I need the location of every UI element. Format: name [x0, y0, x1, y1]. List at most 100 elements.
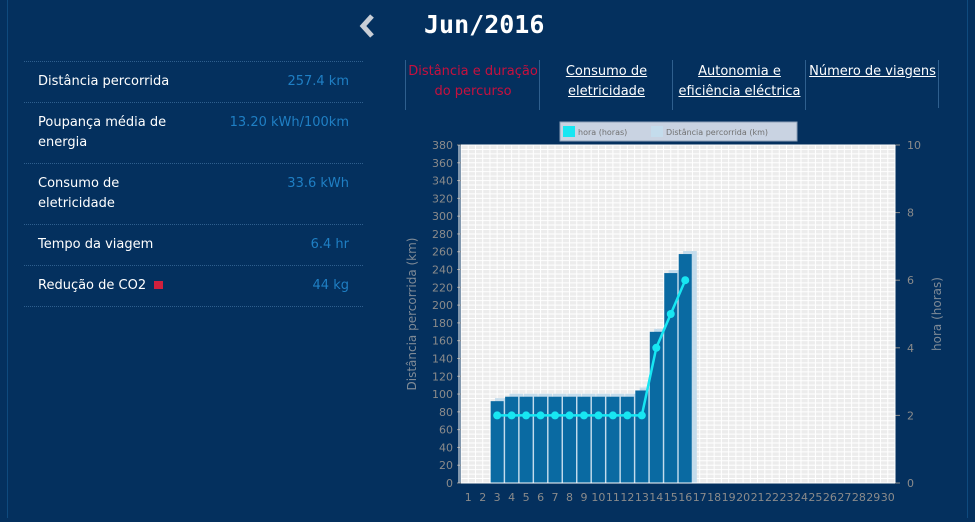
y-tick-label: 40 — [439, 441, 453, 454]
y2-tick-label: 10 — [907, 139, 921, 152]
stat-row: Distância percorrida 257.4 km — [24, 61, 363, 102]
frame-border-left — [7, 0, 8, 518]
y-tick-label: 0 — [446, 477, 453, 490]
stat-label: Consumo de eletricidade — [38, 174, 119, 214]
tab-label: Número de viagens — [809, 64, 936, 79]
bar — [562, 396, 577, 483]
y-tick-label: 200 — [432, 299, 453, 312]
previous-month-button[interactable] — [356, 12, 380, 40]
x-tick-label: 6 — [537, 491, 544, 504]
bar — [606, 396, 620, 483]
hours-point — [623, 411, 632, 420]
x-tick-label: 2 — [479, 491, 486, 504]
x-tick-label: 9 — [580, 491, 587, 504]
y-tick-label: 140 — [432, 352, 453, 365]
legend-label: Distância percorrida (km) — [666, 128, 768, 137]
y-tick-label: 340 — [432, 175, 453, 188]
legend — [559, 121, 798, 142]
chart-tabs: Distância e duração do percurso Consumo de… — [405, 60, 939, 110]
hours-point — [608, 411, 617, 420]
tab-1[interactable]: Consumo de eletricidade — [539, 60, 673, 110]
x-tick-label: 17 — [693, 491, 707, 504]
distance-duration-chart: 0204060801001201401601802002202402602803… — [405, 121, 944, 504]
tab-3[interactable]: Número de viagens — [805, 60, 939, 110]
x-tick-label: 20 — [736, 491, 750, 504]
x-tick-label: 14 — [649, 491, 663, 504]
stat-label-line: Poupança média de — [38, 115, 167, 130]
bar — [490, 401, 504, 483]
hours-point — [681, 276, 690, 285]
x-tick-label: 28 — [852, 491, 866, 504]
y2-tick-label: 8 — [907, 207, 914, 220]
x-tick-label: 16 — [678, 491, 692, 504]
bar — [664, 273, 678, 483]
y-tick-label: 160 — [432, 335, 453, 348]
x-tick-label: 23 — [780, 491, 794, 504]
x-tick-label: 7 — [552, 491, 559, 504]
stat-label-line: Tempo da viagem — [38, 237, 154, 252]
tab-2[interactable]: Autonomia e eficiência eléctrica — [672, 60, 806, 110]
hours-point — [579, 411, 588, 420]
bar — [620, 396, 634, 483]
stat-row: Tempo da viagem 6.4 hr — [24, 224, 363, 265]
y-axis-title: Distância percorrida (km) — [405, 238, 419, 391]
x-tick-label: 4 — [508, 491, 515, 504]
hours-point — [666, 310, 675, 318]
tab-label: eficiência eléctrica — [678, 84, 801, 99]
hours-point — [522, 411, 531, 420]
tab-label: Autonomia e — [698, 64, 781, 79]
chevron-left-icon — [359, 14, 374, 38]
x-tick-label: 18 — [707, 491, 721, 504]
flag-icon[interactable] — [154, 280, 164, 289]
stat-label-line: eletricidade — [38, 196, 115, 211]
legend-label: hora (horas) — [578, 128, 627, 137]
stats-list: Distância percorrida 257.4 km Poupança méd… — [24, 61, 363, 307]
tab-label: do percurso — [434, 84, 512, 99]
legend-swatch-distance — [651, 126, 663, 137]
y2-tick-label: 4 — [907, 342, 914, 355]
bar — [678, 254, 692, 483]
y-tick-label: 360 — [432, 157, 453, 170]
y-tick-label: 260 — [432, 246, 453, 259]
stat-label: Poupança média de energia — [38, 113, 166, 153]
bar — [591, 396, 605, 483]
x-tick-label: 19 — [722, 491, 736, 504]
stat-value: 257.4 km — [287, 74, 349, 89]
hours-point — [637, 411, 646, 420]
frame-border-right — [967, 0, 968, 518]
stat-label-line: energia — [38, 135, 88, 150]
y-tick-label: 220 — [432, 281, 453, 294]
hours-point — [565, 411, 574, 420]
y-tick-label: 20 — [439, 459, 453, 472]
tab-0[interactable]: Distância e duração do percurso — [405, 60, 540, 110]
y-tick-label: 300 — [432, 210, 453, 223]
bar — [635, 390, 649, 483]
stat-row: Consumo de eletricidade 33.6 kWh — [24, 163, 363, 224]
stat-label-line: Distância percorrida — [38, 74, 170, 89]
chart-area: 0 20 40 60 80 100 120 140 160 180 200 220 240 260 280 3… — [400, 118, 960, 522]
x-tick-label: 27 — [837, 491, 851, 504]
stat-label: Redução de CO2 — [38, 276, 164, 296]
x-tick-label: 8 — [566, 491, 573, 504]
x-tick-label: 25 — [808, 491, 822, 504]
y-tick-label: 180 — [432, 317, 453, 330]
x-tick-label: 12 — [620, 491, 634, 504]
stat-value: 13.20 kWh/100km — [229, 115, 349, 130]
x-tick-label: 30 — [881, 491, 895, 504]
y2-tick-label: 6 — [907, 274, 914, 287]
stat-row: Poupança média de energia 13.20 kWh/100km — [24, 102, 363, 163]
hours-point — [493, 411, 502, 420]
stat-label: Tempo da viagem — [38, 235, 153, 255]
stat-value: 33.6 kWh — [287, 176, 349, 191]
hours-point — [652, 343, 661, 352]
x-tick-label: 10 — [591, 491, 605, 504]
bar — [519, 396, 533, 483]
stat-value: 6.4 hr — [310, 237, 349, 252]
y-tick-label: 240 — [432, 264, 453, 277]
stat-label-line: Consumo de — [38, 176, 120, 191]
y2-axis-title: hora (horas) — [930, 277, 944, 351]
x-tick-label: 22 — [765, 491, 779, 504]
x-tick-label: 26 — [823, 491, 837, 504]
tab-label: eletricidade — [568, 84, 645, 99]
bar — [505, 396, 519, 483]
